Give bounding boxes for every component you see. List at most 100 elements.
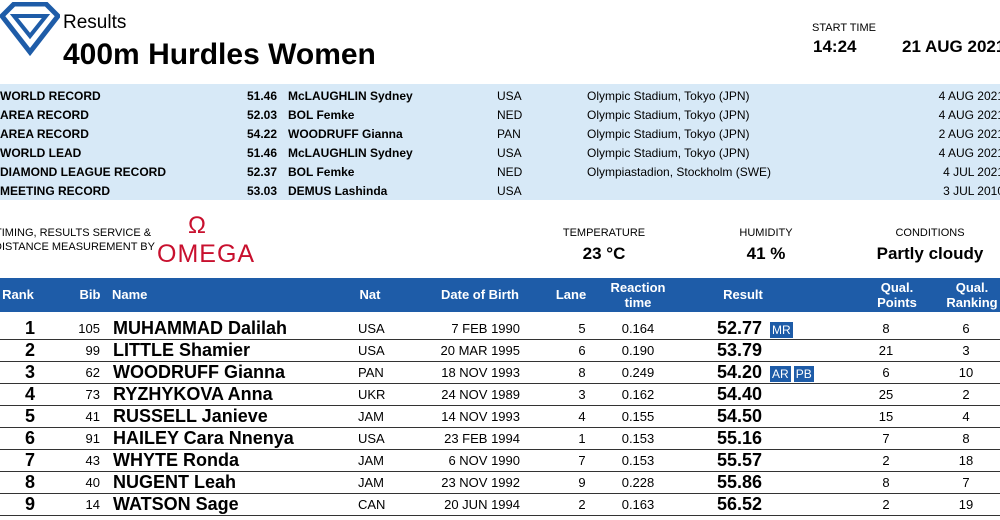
record-nat: USA [497,89,522,103]
start-time-label: START TIME [812,22,876,34]
qual-ranking: 10 [958,365,974,380]
qual-ranking: 19 [958,497,974,512]
record-date: 2 AUG 2021 [938,127,1000,141]
timing-line2: DISTANCE MEASUREMENT BY [0,241,155,253]
date-of-birth: 6 NOV 1990 [448,453,520,468]
nat: PAN [358,365,384,380]
result-value: 56.52 [717,494,763,514]
rank: 2 [24,340,35,360]
athlete-name: LITTLE Shamier [113,340,251,360]
column-header: Name [112,287,148,302]
athlete-name: HAILEY Cara Nnenya [113,428,294,448]
record-mark: 54.22 [246,127,277,141]
reaction-time: 0.164 [621,321,655,336]
record-date: 3 JUL 2010 [943,184,1000,198]
record-badge: PB [793,366,814,382]
omega-name: OMEGA [157,240,256,268]
qual-ranking: 2 [962,387,970,402]
athlete-name: RYZHYKOVA Anna [113,384,273,404]
record-venue: Olympic Stadium, Tokyo (JPN) [587,89,750,103]
result: 53.79 [717,340,762,361]
logo [0,2,60,57]
qual-ranking: 3 [962,343,970,358]
row-separator [0,405,1000,406]
record-mark: 52.37 [246,165,277,179]
result-value: 54.50 [717,406,763,426]
athlete-name: WHYTE Ronda [113,450,239,470]
result: 56.52 [717,494,762,515]
date-of-birth: 7 FEB 1990 [451,321,520,336]
result: 55.86 [717,472,762,493]
qual-ranking: 18 [958,453,974,468]
lane: 4 [578,409,586,424]
record-holder: DEMUS Lashinda [288,184,388,198]
bib: 43 [85,453,100,468]
qual-points: 8 [882,321,890,336]
lane: 7 [578,453,586,468]
date-of-birth: 23 NOV 1992 [441,475,520,490]
result: 55.16 [717,428,762,449]
record-date: 4 AUG 2021 [938,108,1000,122]
qual-points: 8 [882,475,890,490]
record-holder: BOL Femke [288,108,355,122]
nat: USA [358,431,385,446]
records-band [0,84,1000,200]
record-holder: WOODRUFF Gianna [288,127,403,141]
record-nat: NED [497,108,523,122]
rank: 7 [24,450,35,470]
lane: 6 [578,343,586,358]
record-type: MEETING RECORD [0,184,111,198]
record-type: AREA RECORD [0,108,89,122]
title: 400m Hurdles Women [63,38,376,71]
record-mark: 52.03 [246,108,277,122]
result: 54.20 AR PB [717,362,814,383]
nat: USA [358,343,385,358]
rank: 3 [24,362,35,382]
date-of-birth: 20 MAR 1995 [440,343,521,358]
result-value: 55.57 [717,450,763,470]
rank: 9 [24,494,35,514]
reaction-time: 0.249 [621,365,655,380]
athlete-name: RUSSELL Janieve [113,406,268,426]
date-of-birth: 23 FEB 1994 [444,431,520,446]
qual-points: 7 [882,431,890,446]
weather-value: Partly cloudy [876,244,984,263]
athlete-name: WOODRUFF Gianna [113,362,285,382]
row-separator [0,515,1000,516]
reaction-time: 0.162 [621,387,655,402]
result: 54.50 [717,406,762,427]
row-separator [0,427,1000,428]
bib: 41 [85,409,100,424]
nat: JAM [358,453,384,468]
rank: 8 [24,472,35,492]
weather-label: TEMPERATURE [562,227,646,239]
record-venue: Olympic Stadium, Tokyo (JPN) [587,127,750,141]
record-venue: Olympiastadion, Stockholm (SWE) [587,165,772,179]
column-header: Lane [555,287,587,302]
record-venue: Olympic Stadium, Tokyo (JPN) [587,146,750,160]
weather-label: CONDITIONS [895,227,965,239]
bib: 62 [85,365,100,380]
timing-line1: TIMING, RESULTS SERVICE & [0,227,152,239]
bib: 40 [85,475,100,490]
result-value: 53.79 [717,340,763,360]
row-separator [0,449,1000,450]
qual-points: 6 [882,365,890,380]
column-header: Nat [359,287,381,302]
weather-label: HUMIDITY [739,227,793,239]
record-nat: PAN [497,127,521,141]
nat: CAN [358,497,386,512]
nat: UKR [358,387,386,402]
lane: 8 [578,365,586,380]
reaction-time: 0.153 [621,453,655,468]
reaction-time: 0.190 [621,343,655,358]
date: 21 AUG 2021 [902,37,1000,56]
reaction-time: 0.163 [621,497,655,512]
record-mark: 51.46 [246,89,277,103]
lane: 9 [578,475,586,490]
start-time: 14:24 [813,37,857,56]
lane: 2 [578,497,586,512]
record-type: AREA RECORD [0,127,89,141]
record-nat: USA [497,146,522,160]
row-separator [0,361,1000,362]
